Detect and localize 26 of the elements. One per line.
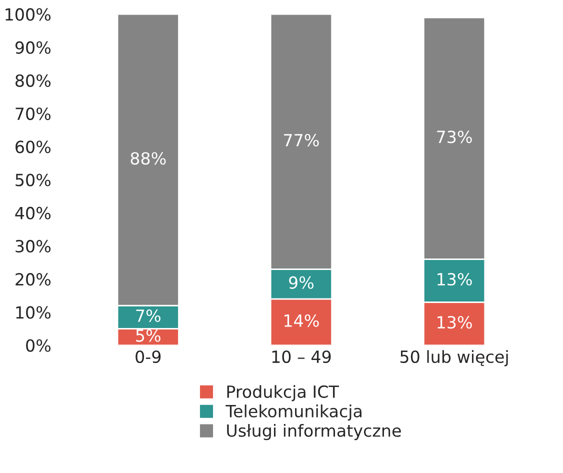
data-label: 13% (438, 316, 472, 329)
data-label: 7% (136, 309, 160, 322)
y-tick-label: 60% (16, 140, 51, 154)
data-label: 13% (438, 272, 472, 286)
data-label: 5% (136, 329, 160, 342)
legend-label: Produkcja ICT (227, 385, 339, 402)
y-tick-label: 20% (16, 273, 51, 286)
y-tick-label: 70% (16, 107, 51, 120)
x-tick-label: 10 – 49 (272, 350, 331, 364)
y-tick-label: 40% (15, 206, 51, 220)
legend-label: Usługi informatyczne (227, 424, 401, 440)
y-tick-label: 80% (16, 74, 51, 87)
y-tick-label: 30% (16, 240, 51, 253)
y-tick-label: 90% (15, 41, 51, 54)
data-label: 88% (130, 152, 166, 165)
data-label: 9% (289, 276, 314, 289)
data-label: 77% (284, 134, 319, 146)
y-tick-label: 50% (16, 174, 51, 186)
x-tick-label: 50 lub więcej (400, 350, 508, 366)
x-tick-label: 0-9 (136, 350, 161, 364)
data-label: 73% (437, 130, 472, 144)
data-label: 14% (284, 314, 319, 327)
y-tick-label: 10% (16, 306, 51, 319)
legend-label: Telekomunikacja (226, 404, 362, 421)
y-tick-label: 0% (26, 339, 51, 352)
y-tick-label: 100% (6, 8, 51, 21)
